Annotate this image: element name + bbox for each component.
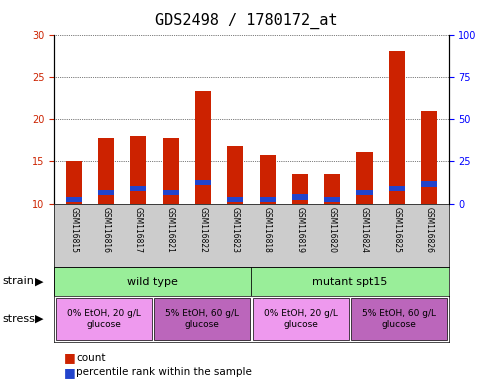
Bar xyxy=(98,139,114,204)
Bar xyxy=(154,298,250,340)
Bar xyxy=(421,111,437,204)
Bar xyxy=(389,51,405,204)
Bar xyxy=(389,185,405,191)
Bar xyxy=(227,197,244,202)
Bar xyxy=(66,197,82,202)
Text: GSM116826: GSM116826 xyxy=(425,207,434,253)
Bar xyxy=(227,146,244,204)
Text: mutant spt15: mutant spt15 xyxy=(313,276,387,287)
Bar xyxy=(259,156,276,204)
Text: 5% EtOH, 60 g/L
glucose: 5% EtOH, 60 g/L glucose xyxy=(165,310,239,329)
Text: ▶: ▶ xyxy=(35,314,43,324)
Text: GSM116824: GSM116824 xyxy=(360,207,369,253)
Text: 0% EtOH, 20 g/L
glucose: 0% EtOH, 20 g/L glucose xyxy=(67,310,141,329)
Bar xyxy=(56,298,151,340)
Text: ▶: ▶ xyxy=(35,276,43,286)
Text: GSM116815: GSM116815 xyxy=(69,207,78,253)
Text: GSM116819: GSM116819 xyxy=(295,207,304,253)
Text: GSM116823: GSM116823 xyxy=(231,207,240,253)
Text: GSM116825: GSM116825 xyxy=(392,207,401,253)
Bar xyxy=(195,180,211,185)
Text: ■: ■ xyxy=(64,351,76,364)
Text: GSM116816: GSM116816 xyxy=(102,207,110,253)
Bar xyxy=(253,298,349,340)
Bar xyxy=(195,91,211,204)
Bar xyxy=(130,136,146,204)
Bar xyxy=(356,190,373,195)
Text: GDS2498 / 1780172_at: GDS2498 / 1780172_at xyxy=(155,13,338,29)
Bar xyxy=(130,185,146,191)
Text: wild type: wild type xyxy=(127,276,178,287)
Bar xyxy=(356,152,373,204)
Bar xyxy=(98,190,114,195)
Bar xyxy=(54,268,251,296)
Bar xyxy=(163,139,178,204)
Bar xyxy=(324,174,340,204)
Bar xyxy=(66,161,82,204)
Bar xyxy=(352,298,447,340)
Text: GSM116822: GSM116822 xyxy=(199,207,208,253)
Bar xyxy=(292,194,308,200)
Bar xyxy=(421,181,437,187)
Text: GSM116820: GSM116820 xyxy=(328,207,337,253)
Text: percentile rank within the sample: percentile rank within the sample xyxy=(76,367,252,377)
Text: count: count xyxy=(76,353,106,363)
Text: 5% EtOH, 60 g/L
glucose: 5% EtOH, 60 g/L glucose xyxy=(362,310,436,329)
Bar xyxy=(259,197,276,202)
Text: GSM116818: GSM116818 xyxy=(263,207,272,253)
Text: GSM116821: GSM116821 xyxy=(166,207,175,253)
Bar xyxy=(324,197,340,202)
Bar xyxy=(251,268,449,296)
Bar xyxy=(163,190,178,195)
Text: 0% EtOH, 20 g/L
glucose: 0% EtOH, 20 g/L glucose xyxy=(264,310,338,329)
Text: ■: ■ xyxy=(64,366,76,379)
Text: strain: strain xyxy=(2,276,35,286)
Text: GSM116817: GSM116817 xyxy=(134,207,143,253)
Bar xyxy=(292,174,308,204)
Text: stress: stress xyxy=(2,314,35,324)
